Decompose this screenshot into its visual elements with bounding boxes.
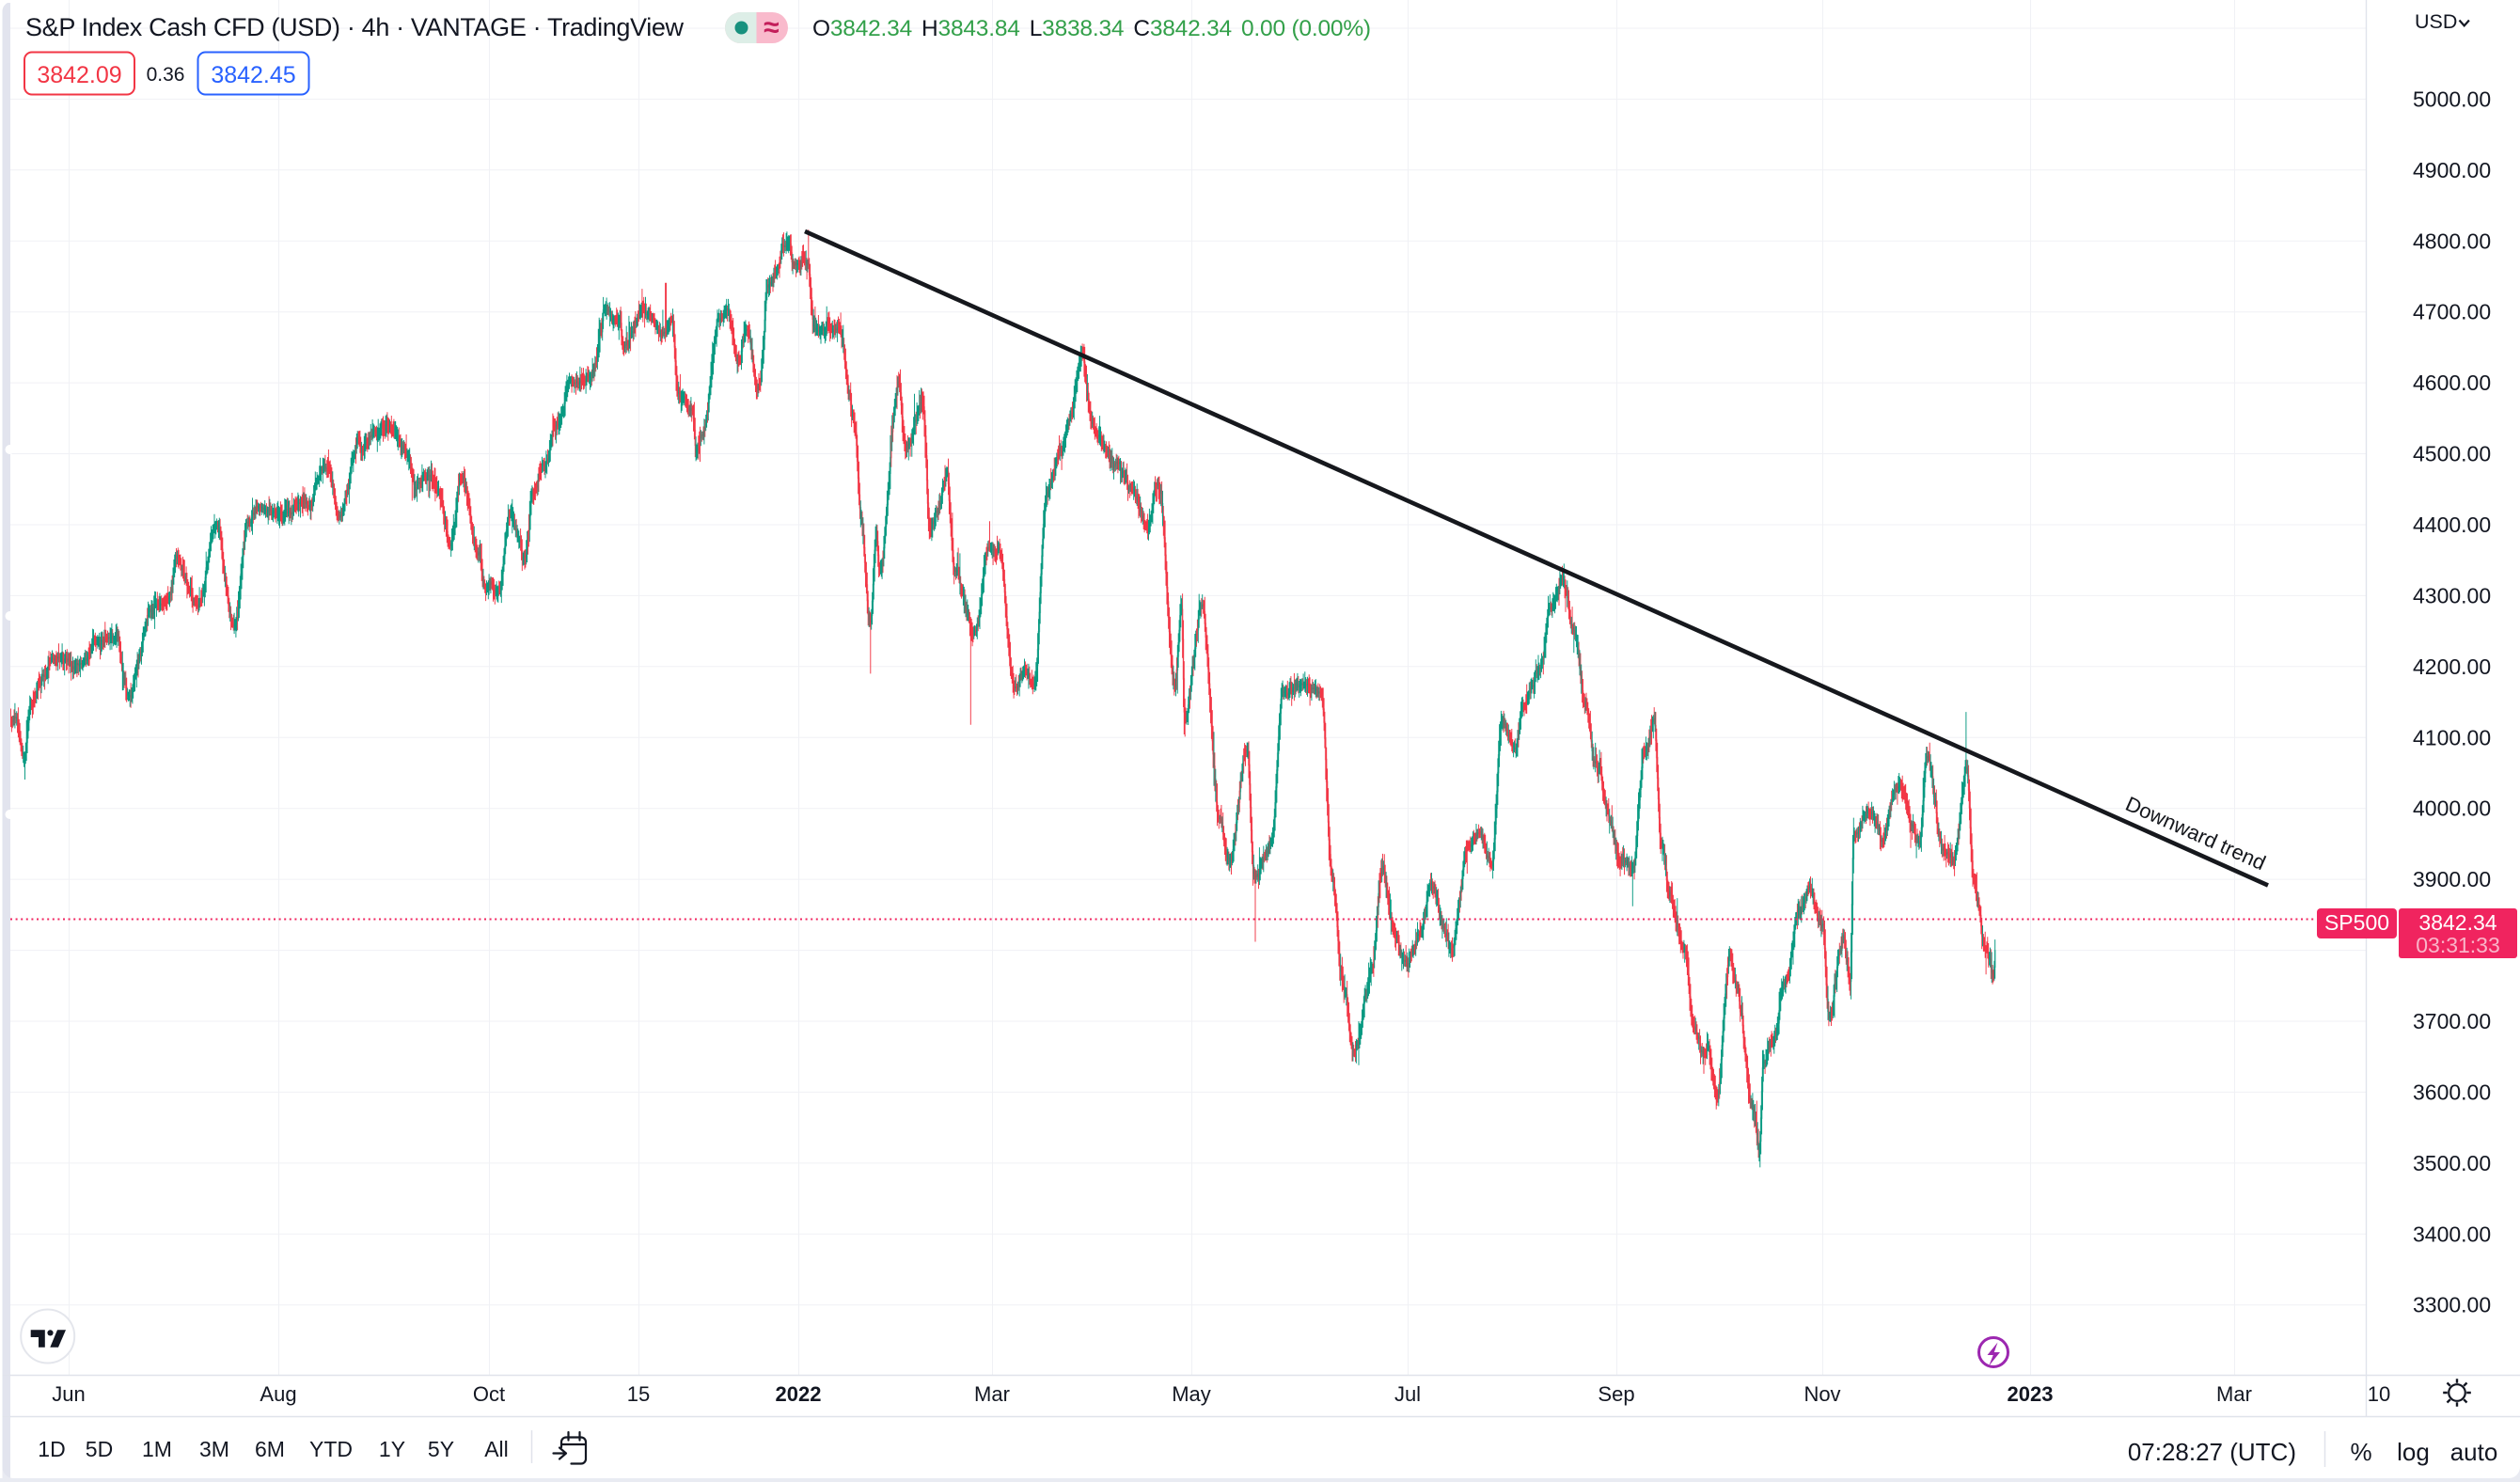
svg-text:2022: 2022	[776, 1382, 822, 1406]
svg-text:4000.00: 4000.00	[2413, 796, 2491, 821]
svg-text:Mar: Mar	[974, 1382, 1010, 1406]
svg-text:4700.00: 4700.00	[2413, 300, 2491, 324]
svg-text:log: log	[2397, 1438, 2430, 1466]
svg-text:SP500: SP500	[2324, 910, 2389, 935]
svg-text:03:31:33: 03:31:33	[2416, 933, 2500, 957]
svg-text:auto: auto	[2450, 1438, 2498, 1466]
svg-text:4900.00: 4900.00	[2413, 158, 2491, 182]
svg-text:USD: USD	[2415, 10, 2457, 33]
svg-text:3M: 3M	[199, 1437, 229, 1461]
svg-text:3600.00: 3600.00	[2413, 1080, 2491, 1104]
svg-text:All: All	[484, 1437, 509, 1461]
svg-text:4600.00: 4600.00	[2413, 370, 2491, 395]
svg-text:1D: 1D	[38, 1437, 65, 1461]
svg-text:4200.00: 4200.00	[2413, 654, 2491, 679]
svg-text:2023: 2023	[2008, 1382, 2054, 1406]
svg-text:Aug: Aug	[260, 1382, 296, 1406]
svg-text:6M: 6M	[255, 1437, 285, 1461]
svg-text:≈: ≈	[764, 12, 779, 43]
svg-text:%: %	[2350, 1438, 2371, 1466]
svg-text:Jul: Jul	[1394, 1382, 1421, 1406]
svg-text:0.36: 0.36	[147, 64, 185, 86]
svg-text:3842.09: 3842.09	[37, 62, 121, 88]
svg-text:5D: 5D	[86, 1437, 113, 1461]
svg-text:5000.00: 5000.00	[2413, 87, 2491, 111]
svg-text:1M: 1M	[142, 1437, 172, 1461]
svg-text:Jun: Jun	[52, 1382, 85, 1406]
svg-text:May: May	[1172, 1382, 1211, 1406]
svg-text:Sep: Sep	[1598, 1382, 1634, 1406]
svg-text:4300.00: 4300.00	[2413, 583, 2491, 607]
svg-text:Nov: Nov	[1803, 1382, 1840, 1406]
svg-text:Oct: Oct	[473, 1382, 505, 1406]
svg-text:10: 10	[2368, 1382, 2390, 1406]
svg-text:4500.00: 4500.00	[2413, 442, 2491, 466]
svg-text:3700.00: 3700.00	[2413, 1009, 2491, 1033]
svg-text:3300.00: 3300.00	[2413, 1293, 2491, 1317]
svg-text:3400.00: 3400.00	[2413, 1222, 2491, 1246]
svg-text:4800.00: 4800.00	[2413, 229, 2491, 253]
svg-text:3500.00: 3500.00	[2413, 1151, 2491, 1175]
svg-text:YTD: YTD	[309, 1437, 353, 1461]
svg-text:Mar: Mar	[2216, 1382, 2252, 1406]
svg-text:3842.45: 3842.45	[211, 62, 295, 88]
svg-text:3900.00: 3900.00	[2413, 867, 2491, 891]
svg-text:S&P Index Cash CFD (USD) · 4h: S&P Index Cash CFD (USD) · 4h · VANTAGE …	[25, 13, 685, 41]
svg-text:1Y: 1Y	[379, 1437, 405, 1461]
svg-text:5Y: 5Y	[428, 1437, 454, 1461]
svg-text:4400.00: 4400.00	[2413, 512, 2491, 537]
svg-text:15: 15	[627, 1382, 650, 1406]
svg-text:3842.34: 3842.34	[2418, 910, 2496, 935]
svg-text:07:28:27 (UTC): 07:28:27 (UTC)	[2128, 1438, 2296, 1466]
svg-text:4100.00: 4100.00	[2413, 725, 2491, 749]
